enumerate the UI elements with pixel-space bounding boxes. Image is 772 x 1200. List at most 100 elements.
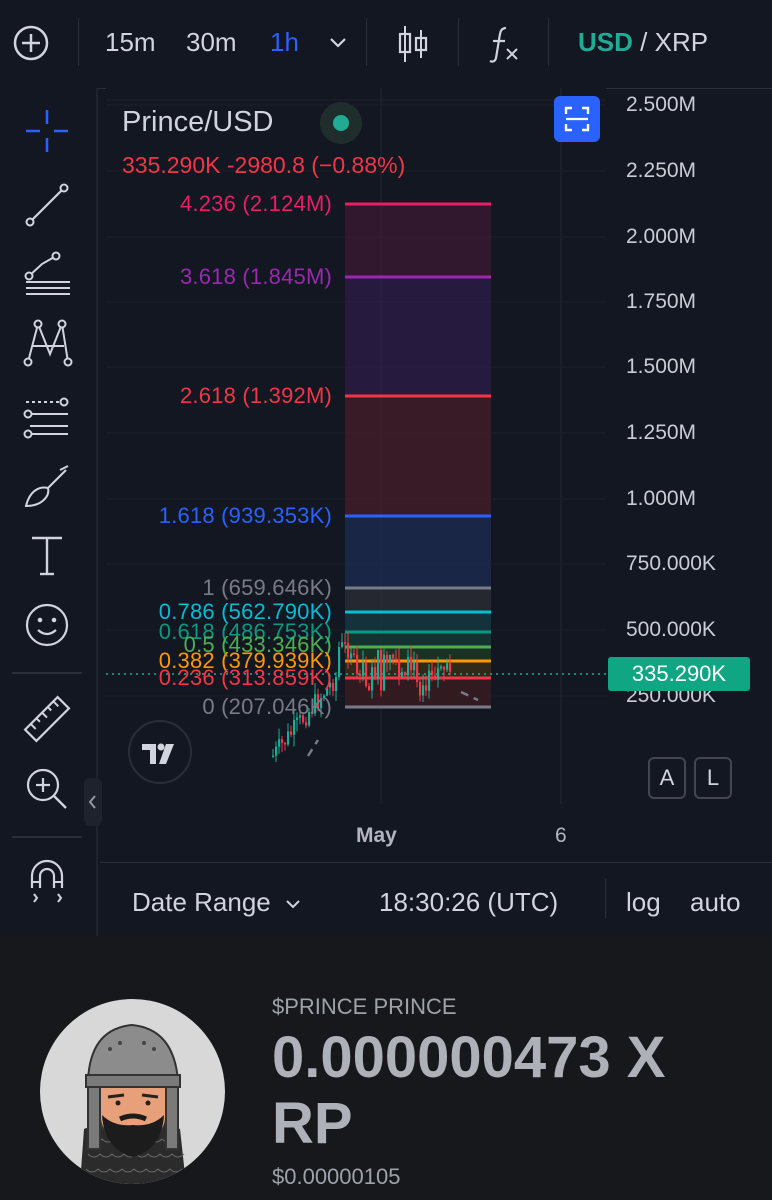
candle-body <box>320 698 323 709</box>
chart-canvas[interactable] <box>106 88 606 860</box>
token-usd-price: $0.00000105 <box>272 1164 401 1189</box>
price-tick: 750.000K <box>626 552 716 575</box>
candle-body <box>377 649 380 679</box>
candle-body <box>362 662 365 676</box>
token-ticker: $PRINCE PRINCE <box>272 994 457 1019</box>
log-toggle[interactable]: log <box>626 887 661 917</box>
interval-30m[interactable]: 30m <box>186 27 237 57</box>
legend-values: 335.290K -2980.8 (−0.88%) <box>122 152 405 179</box>
time-axis-six: 6 <box>555 824 567 847</box>
candle-body <box>407 656 410 676</box>
candle-body <box>425 685 428 691</box>
token-card: $PRINCE PRINCE 0.000000473 X RP $0.00000… <box>0 936 772 1200</box>
candle-body <box>332 682 335 692</box>
interval-15m[interactable]: 15m <box>105 27 156 57</box>
candle-body <box>311 712 314 714</box>
candle-body <box>353 653 356 655</box>
price-tick: 1.000M <box>626 487 697 510</box>
candle-body <box>287 731 290 745</box>
candle-body <box>356 654 359 674</box>
candle-body <box>389 654 392 663</box>
interval-1h[interactable]: 1h <box>270 27 299 57</box>
candle-body <box>416 662 419 682</box>
crosshair-icon[interactable] <box>20 104 74 158</box>
candle-body <box>401 672 404 677</box>
log-scale-button[interactable]: L <box>694 757 732 799</box>
candle-body <box>296 717 299 720</box>
tradingview-logo[interactable] <box>128 720 192 784</box>
price-tick: 1.250M <box>626 421 697 444</box>
drawing-toolbar <box>0 88 102 936</box>
candle-body <box>422 685 425 696</box>
price-scale[interactable]: 2.500M 2.250M 2.000M 1.750M 1.500M 1.250M 1.00… <box>606 88 772 860</box>
candle-body <box>275 746 278 756</box>
candle-body <box>278 739 281 747</box>
ruler-icon[interactable] <box>20 692 74 746</box>
fib-level-label: 3.618 (1.845M) <box>180 264 332 289</box>
candle-body <box>383 654 386 691</box>
candle-body <box>359 673 362 676</box>
candle-body <box>365 662 368 687</box>
clock-time[interactable]: 18:30:26 (UTC) <box>379 887 559 917</box>
forecast-icon[interactable] <box>20 388 74 442</box>
candle-body <box>317 694 320 709</box>
candle-body <box>350 653 353 659</box>
chart-pane[interactable]: Prince/USD 335.290K -2980.8 (−0.88%) 4.2… <box>106 88 606 860</box>
fib-level-label: 0.5 (433.346K) <box>183 632 332 657</box>
candle-body <box>308 712 311 726</box>
emoji-icon[interactable] <box>20 598 74 652</box>
pair-quote: XRP <box>654 27 709 57</box>
candle-body <box>392 654 395 659</box>
pitchfork-icon[interactable] <box>20 246 74 300</box>
fullscreen-button[interactable] <box>554 96 600 142</box>
price-tick: 1.500M <box>626 355 697 378</box>
fib-level-label: 1.618 (939.353K) <box>158 503 332 528</box>
candle-body <box>395 658 398 660</box>
price-tick: 2.500M <box>626 93 697 116</box>
magnet-icon[interactable] <box>20 854 74 908</box>
time-axis-may: May <box>356 824 397 847</box>
candle-body <box>338 646 341 678</box>
candle-body <box>443 666 446 670</box>
fib-level-label: 4.236 (2.124M) <box>180 191 332 216</box>
price-tick: 500.000K <box>626 618 716 641</box>
candle-body <box>404 672 407 676</box>
market-status-icon[interactable] <box>320 102 362 144</box>
pair-selector[interactable]: USD / XRP <box>578 27 708 58</box>
token-price-line1: 0.000000473 X <box>272 1025 666 1090</box>
candle-body <box>440 666 443 669</box>
fib-level-label: 0 (207.046K) <box>202 694 332 719</box>
current-price-label: 335.290K <box>608 657 750 691</box>
collapse-toolbar-button[interactable] <box>84 778 102 826</box>
price-tick: 2.000M <box>626 225 697 248</box>
candle-body <box>341 642 344 647</box>
pair-base: USD <box>578 27 633 57</box>
indicators-icon[interactable] <box>486 22 522 66</box>
trend-line-icon[interactable] <box>20 178 74 232</box>
candle-body <box>398 659 401 677</box>
token-price-line2: RP <box>272 1091 353 1156</box>
candle-body <box>386 654 389 663</box>
auto-scale-button[interactable]: A <box>648 757 686 799</box>
auto-toggle[interactable]: auto <box>690 887 741 917</box>
brush-icon[interactable] <box>20 460 74 514</box>
symbol-title[interactable]: Prince/USD <box>122 106 274 138</box>
add-symbol-icon[interactable] <box>12 24 50 62</box>
fib-level-label: 0.786 (562.790K) <box>158 599 332 624</box>
candle-body <box>299 715 302 718</box>
candle-body <box>290 731 293 735</box>
text-icon[interactable] <box>20 528 74 582</box>
candle-body <box>428 670 431 691</box>
candles-icon[interactable] <box>396 22 430 66</box>
candle-body <box>347 642 350 659</box>
pattern-icon[interactable] <box>20 316 74 370</box>
legend-change: -2980.8 <box>226 152 305 178</box>
candle-body <box>293 719 296 735</box>
avatar <box>40 999 225 1184</box>
chevron-down-icon[interactable] <box>328 35 348 51</box>
candle-body <box>281 739 284 743</box>
zoom-in-icon[interactable] <box>20 762 74 816</box>
date-range-button[interactable]: Date Range <box>132 887 302 918</box>
candle-body <box>371 667 374 691</box>
candle-body <box>380 649 383 691</box>
